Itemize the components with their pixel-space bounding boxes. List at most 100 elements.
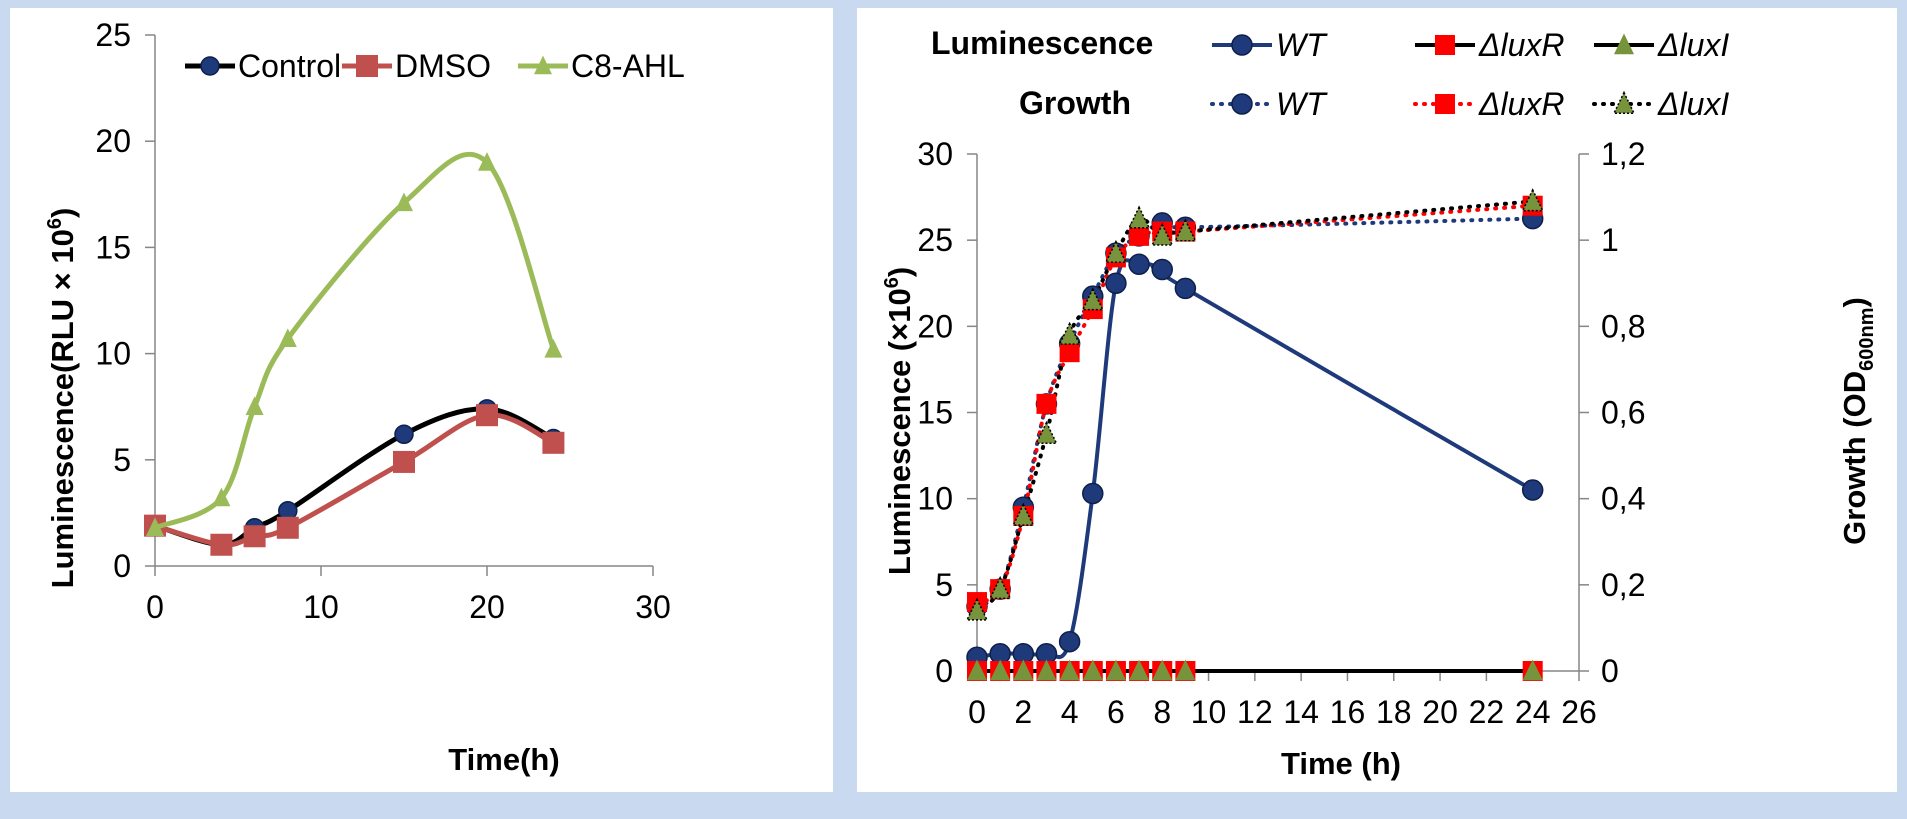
left-legend-marker bbox=[200, 56, 220, 76]
legend-luminescence-marker bbox=[1614, 33, 1634, 55]
luminescence-data-point bbox=[1105, 659, 1126, 681]
right-y2-tick-label: 1 bbox=[1601, 222, 1619, 258]
right-x-tick-label: 2 bbox=[1014, 694, 1032, 730]
right-y2-tick-label: 0,8 bbox=[1601, 308, 1645, 344]
growth-data-point bbox=[1129, 225, 1150, 246]
right-y-tick-label: 25 bbox=[917, 222, 953, 258]
left-y-tick-label: 5 bbox=[113, 442, 131, 478]
left-chart: Time(h) Luminescence(RLU × 106) 0 5 10 15 20… bbox=[44, 17, 685, 777]
right-chart-panel: Luminescence Growth Time (h) Luminescenc… bbox=[857, 8, 1897, 792]
left-data-point bbox=[243, 525, 266, 548]
growth-data-point bbox=[1104, 239, 1128, 264]
legend-luminescence-marker bbox=[1435, 35, 1455, 55]
right-x-tick-label: 16 bbox=[1330, 694, 1366, 730]
growth-data-point bbox=[1127, 205, 1151, 229]
left-legend-marker bbox=[356, 55, 378, 77]
right-x-tick-label: 6 bbox=[1107, 694, 1125, 730]
right-x-tick-label: 8 bbox=[1153, 694, 1171, 730]
right-x-tick-label: 12 bbox=[1237, 694, 1273, 730]
left-legend-marker bbox=[534, 55, 552, 75]
growth-series-line bbox=[975, 203, 1535, 605]
luminescence-data-point bbox=[1521, 479, 1544, 501]
right-x-tick-label: 18 bbox=[1376, 694, 1412, 730]
left-legend-label: C8-AHL bbox=[571, 48, 685, 84]
luminescence-data-point bbox=[1013, 659, 1034, 681]
luminescence-data-point bbox=[1151, 258, 1173, 281]
left-data-point bbox=[146, 517, 164, 537]
growth-series-line bbox=[975, 216, 1535, 609]
growth-data-point bbox=[1059, 342, 1080, 363]
right-x-tick-label: 4 bbox=[1061, 694, 1079, 730]
left-data-point bbox=[278, 328, 297, 348]
growth-data-point bbox=[1035, 420, 1058, 444]
legend-growth-label: ΔluxR bbox=[1478, 86, 1564, 122]
left-data-point bbox=[544, 339, 563, 358]
right-x-tick-label: 14 bbox=[1283, 694, 1319, 730]
left-y-axis-title: Luminescence(RLU × 106) bbox=[44, 208, 80, 589]
growth-data-point bbox=[965, 597, 989, 621]
legend-growth-label: WT bbox=[1276, 86, 1328, 122]
left-y-tick-label: 15 bbox=[95, 229, 131, 265]
left-data-point bbox=[210, 533, 233, 556]
right-x-tick-label: 20 bbox=[1422, 694, 1458, 730]
legend-luminescence-label: ΔluxI bbox=[1657, 27, 1729, 63]
left-data-point bbox=[476, 404, 498, 427]
right-y2-tick-label: 0,2 bbox=[1601, 567, 1645, 603]
right-y-tick-label: 10 bbox=[917, 481, 953, 517]
legend-growth-label: ΔluxI bbox=[1657, 86, 1729, 122]
right-chart: Luminescence Growth Time (h) Luminescenc… bbox=[881, 25, 1878, 781]
luminescence-data-point bbox=[1036, 659, 1057, 681]
luminescence-data-point bbox=[1129, 659, 1150, 681]
luminescence-data-point bbox=[1128, 253, 1150, 276]
growth-data-point bbox=[988, 575, 1012, 600]
left-legend-label: Control bbox=[238, 48, 341, 84]
left-series-line-dmso bbox=[154, 412, 555, 548]
left-data-point bbox=[478, 152, 496, 171]
left-data-point bbox=[395, 192, 413, 212]
left-series-line-control bbox=[154, 406, 555, 548]
luminescence-data-point bbox=[1105, 272, 1127, 294]
growth-data-point bbox=[1058, 321, 1081, 345]
right-x-tick-label: 24 bbox=[1515, 694, 1551, 730]
luminescence-data-point bbox=[1082, 482, 1104, 505]
left-series-line-c8-ahl bbox=[153, 151, 556, 531]
luminescence-data-point bbox=[1058, 630, 1081, 653]
left-y-tick-label: 20 bbox=[95, 123, 131, 159]
luminescence-data-point bbox=[990, 659, 1011, 681]
left-x-tick-label: 10 bbox=[303, 589, 339, 625]
left-x-tick-label: 0 bbox=[146, 589, 164, 625]
right-y-tick-label: 5 bbox=[935, 567, 953, 603]
right-x-tick-label: 0 bbox=[968, 694, 986, 730]
right-y-tick-label: 30 bbox=[917, 136, 953, 172]
left-y-tick-label: 10 bbox=[95, 336, 131, 372]
legend-group-luminescence: Luminescence bbox=[931, 25, 1153, 61]
right-x-axis-title: Time (h) bbox=[1281, 746, 1401, 781]
left-x-tick-label: 20 bbox=[469, 589, 505, 625]
right-x-tick-label: 10 bbox=[1191, 694, 1227, 730]
legend-group-growth: Growth bbox=[1019, 85, 1131, 121]
left-data-point bbox=[245, 396, 264, 415]
right-y2-tick-label: 0 bbox=[1601, 653, 1619, 689]
luminescence-series-line bbox=[976, 258, 1534, 660]
legend-luminescence-marker bbox=[1231, 34, 1253, 56]
luminescence-data-point bbox=[967, 659, 987, 681]
luminescence-data-point bbox=[1082, 659, 1103, 681]
left-data-point bbox=[542, 431, 565, 454]
right-y-tick-label: 0 bbox=[935, 653, 953, 689]
legend-growth-marker bbox=[1435, 94, 1455, 114]
legend-growth-marker bbox=[1231, 93, 1253, 115]
luminescence-data-point bbox=[1174, 277, 1197, 300]
left-y-tick-label: 0 bbox=[113, 548, 131, 584]
growth-series-line bbox=[975, 199, 1535, 613]
legend-growth-marker bbox=[1612, 90, 1636, 114]
right-x-tick-label: 22 bbox=[1469, 694, 1505, 730]
left-data-point bbox=[212, 487, 231, 507]
right-x-tick-label: 26 bbox=[1561, 694, 1597, 730]
growth-data-point bbox=[1174, 218, 1197, 242]
right-y2-tick-label: 0,6 bbox=[1601, 395, 1645, 431]
left-y-tick-label: 25 bbox=[95, 17, 131, 53]
left-x-tick-label: 30 bbox=[635, 589, 671, 625]
luminescence-data-point bbox=[1522, 659, 1543, 681]
right-y-axis-title: Luminescence (×106) bbox=[881, 267, 917, 575]
growth-data-point bbox=[1151, 222, 1174, 246]
